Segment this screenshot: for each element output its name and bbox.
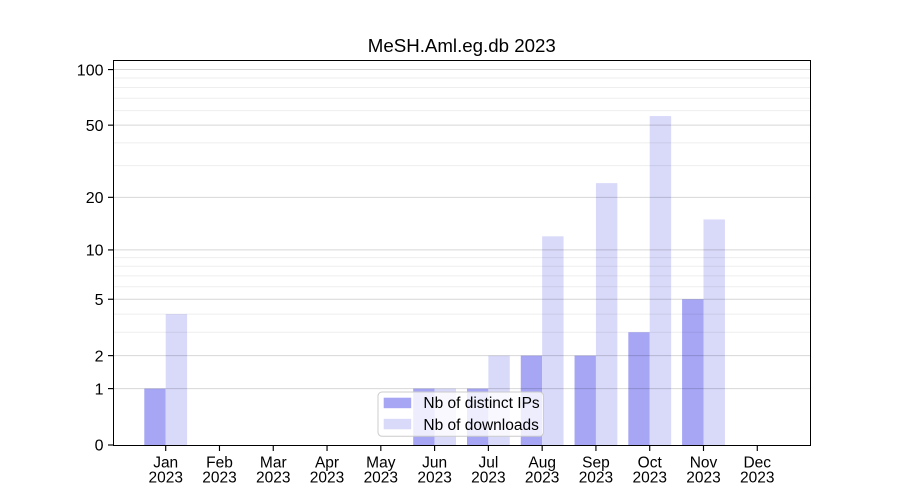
- svg-text:Apr: Apr: [315, 455, 339, 472]
- svg-text:0: 0: [95, 438, 104, 455]
- svg-text:Mar: Mar: [260, 455, 287, 472]
- svg-text:2023: 2023: [310, 470, 344, 487]
- svg-text:5: 5: [95, 292, 104, 309]
- svg-text:Jul: Jul: [478, 455, 498, 472]
- svg-text:2023: 2023: [632, 470, 666, 487]
- svg-text:50: 50: [86, 118, 104, 135]
- svg-text:2023: 2023: [525, 470, 559, 487]
- svg-text:2023: 2023: [686, 470, 720, 487]
- svg-text:Sep: Sep: [582, 455, 610, 472]
- svg-text:Jun: Jun: [422, 455, 447, 472]
- svg-text:Jan: Jan: [153, 455, 178, 472]
- svg-text:Aug: Aug: [528, 455, 556, 472]
- svg-text:Nb of distinct IPs: Nb of distinct IPs: [423, 395, 540, 412]
- svg-text:1: 1: [95, 381, 104, 398]
- svg-text:MeSH.Aml.eg.db 2023: MeSH.Aml.eg.db 2023: [368, 35, 556, 56]
- svg-text:20: 20: [86, 190, 104, 207]
- svg-text:Oct: Oct: [638, 455, 663, 472]
- svg-text:Nov: Nov: [690, 455, 718, 472]
- svg-text:2023: 2023: [364, 470, 398, 487]
- svg-text:2023: 2023: [202, 470, 236, 487]
- svg-text:2023: 2023: [471, 470, 505, 487]
- svg-text:100: 100: [77, 62, 104, 79]
- svg-text:Dec: Dec: [743, 455, 771, 472]
- svg-text:10: 10: [86, 243, 104, 260]
- svg-text:2023: 2023: [256, 470, 290, 487]
- svg-text:May: May: [366, 455, 396, 472]
- svg-text:Feb: Feb: [206, 455, 233, 472]
- svg-text:2023: 2023: [148, 470, 182, 487]
- svg-text:2: 2: [95, 348, 104, 365]
- svg-text:2023: 2023: [579, 470, 613, 487]
- svg-text:Nb of downloads: Nb of downloads: [423, 417, 539, 434]
- svg-text:2023: 2023: [417, 470, 451, 487]
- svg-text:2023: 2023: [740, 470, 774, 487]
